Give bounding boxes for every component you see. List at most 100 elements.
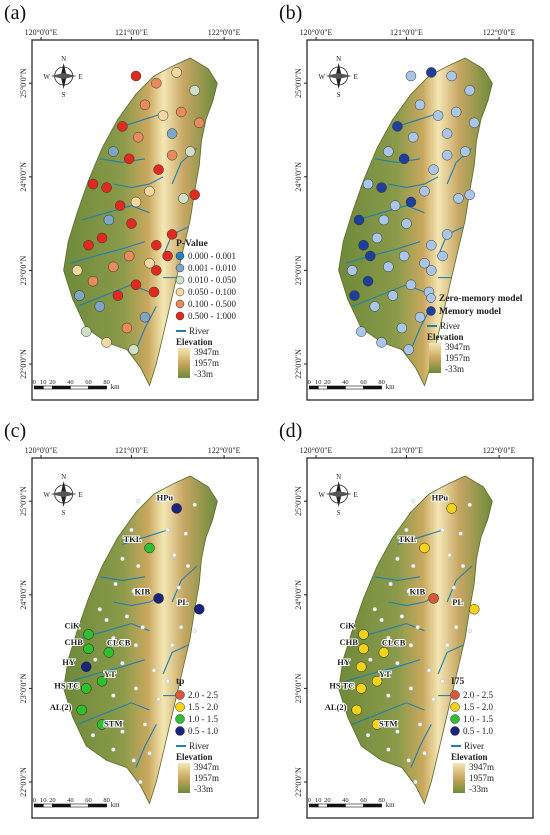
- memory-legend-swatch: [426, 293, 436, 303]
- minor-station-dot: [90, 733, 96, 738]
- compass-w: W: [318, 73, 325, 81]
- pvalue-legend-label: 0.001 - 0.010: [188, 263, 236, 273]
- map-panel-d: 120°0'0"E 121°0'0"E 122°0'0"E 25°0'0"N 24°0'…: [275, 418, 550, 835]
- pvalue-station-marker: [151, 265, 162, 276]
- station-marker-d: [371, 675, 383, 687]
- pvalue-station-marker: [80, 326, 92, 337]
- memory-station-marker: [353, 214, 365, 226]
- station-marker-c: [80, 661, 92, 673]
- minor-station-dot: [411, 499, 416, 504]
- elevation-ramp: [178, 348, 190, 378]
- station-marker-d: [358, 629, 369, 640]
- memory-station-marker: [419, 185, 430, 197]
- pvalue-station-marker: [151, 77, 162, 89]
- lat-label: 24°0'0"N: [294, 162, 303, 192]
- scale-tick: 10: [40, 379, 47, 386]
- c-legend-swatch: [175, 702, 185, 712]
- lat-label: 24°0'0"N: [19, 580, 28, 610]
- c-legend-label: 2.0 - 2.5: [188, 690, 218, 700]
- station-marker-c: [83, 643, 94, 655]
- minor-station-dot: [147, 751, 152, 756]
- memory-station-marker: [426, 265, 437, 276]
- minor-station-dot: [97, 607, 102, 612]
- minor-station-dot: [408, 686, 414, 691]
- elevation-min: -33m: [445, 364, 464, 374]
- memory-station-marker: [355, 326, 367, 337]
- memory-station-marker: [403, 344, 414, 355]
- pvalue-station-marker: [112, 290, 124, 301]
- memory-station-marker: [349, 290, 360, 301]
- pvalue-station-marker: [87, 178, 99, 190]
- pvalue-station-marker: [94, 301, 106, 312]
- pvalue-station-marker: [178, 193, 189, 204]
- pvalue-station-marker: [132, 131, 144, 143]
- memory-station-marker: [376, 182, 387, 193]
- pvalue-station-marker: [166, 128, 178, 139]
- minor-station-dot: [183, 531, 188, 536]
- compass-s: S: [62, 509, 66, 517]
- memory-station-marker: [392, 121, 403, 132]
- minor-station-dot: [93, 657, 98, 662]
- minor-station-dot: [386, 635, 391, 641]
- river-line: [113, 176, 164, 189]
- panel-label-b: (b): [279, 2, 303, 24]
- lat-label: 25°0'0"N: [19, 486, 28, 516]
- compass-s: S: [337, 509, 341, 517]
- river-line: [70, 659, 146, 682]
- scale-tick: 20: [324, 379, 331, 386]
- pvalue-station-marker: [123, 250, 135, 262]
- minor-station-dot: [451, 585, 457, 590]
- minor-station-dot: [386, 693, 391, 698]
- compass-w: W: [43, 491, 50, 499]
- memory-legend-swatch: [426, 306, 436, 316]
- lon-label: 120°0'0"E: [25, 446, 58, 455]
- scale-tick: 10: [315, 379, 322, 386]
- minor-station-dot: [372, 607, 377, 612]
- pvalue-station-marker: [144, 185, 155, 197]
- minor-station-dot: [395, 729, 400, 734]
- pvalue-legend-label: 0.010 - 0.050: [188, 275, 236, 285]
- station-marker-d: [428, 593, 439, 604]
- minor-station-dot: [422, 751, 427, 756]
- river-line: [76, 702, 150, 725]
- elevation-max: 3947m: [469, 762, 494, 772]
- minor-station-dot: [176, 585, 182, 590]
- panel-label-d: (d): [279, 420, 303, 442]
- river-line: [99, 576, 146, 581]
- compass-w: W: [43, 73, 50, 81]
- memory-station-marker: [450, 106, 462, 118]
- d-legend-swatch: [450, 702, 460, 712]
- memory-station-marker: [441, 128, 453, 139]
- scale-tick: 0: [308, 797, 311, 804]
- minor-station-dot: [172, 553, 177, 558]
- compass-w: W: [318, 491, 325, 499]
- elevation-min: -33m: [194, 369, 213, 379]
- river-line: [410, 724, 432, 768]
- river-legend-label: River: [440, 321, 460, 331]
- station-label: CHB: [65, 637, 84, 647]
- pvalue-legend-swatch: [175, 287, 185, 297]
- minor-station-dot: [467, 502, 472, 507]
- pvalue-station-marker: [166, 229, 178, 240]
- minor-station-dot: [179, 625, 184, 630]
- station-label: AL(2): [325, 702, 347, 712]
- minor-station-dot: [131, 589, 136, 594]
- minor-station-dot: [136, 499, 141, 504]
- elevation-min: -33m: [469, 784, 488, 794]
- station-label: CiK: [340, 620, 356, 630]
- scale-tick: 10: [315, 797, 322, 804]
- d-legend-swatch: [450, 690, 460, 700]
- pvalue-station-marker: [166, 149, 178, 161]
- minor-station-dot: [165, 527, 170, 533]
- scale-tick: 0: [33, 379, 36, 386]
- lat-label: 24°0'0"N: [19, 162, 28, 192]
- station-marker-d: [371, 719, 383, 730]
- station-label: CLCB: [107, 637, 131, 647]
- scale-tick: 60: [360, 797, 367, 804]
- station-marker-c: [144, 542, 155, 554]
- river-line: [345, 659, 421, 682]
- memory-station-marker: [405, 196, 417, 208]
